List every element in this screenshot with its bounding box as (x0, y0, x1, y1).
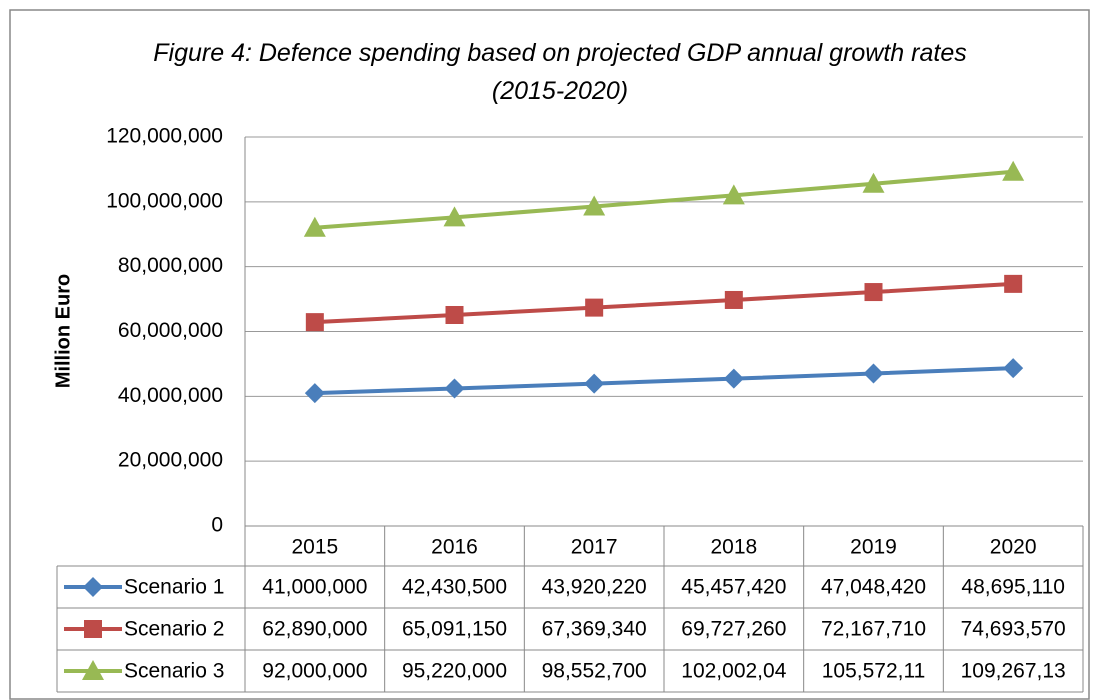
marker (1003, 358, 1024, 379)
y-tick-label: 40,000,000 (118, 384, 223, 407)
marker (583, 195, 606, 216)
table-value: 43,920,220 (542, 576, 647, 599)
marker (84, 620, 102, 638)
table-value: 72,167,710 (821, 618, 926, 641)
x-tick-label: 2018 (710, 536, 757, 559)
y-tick-label: 100,000,000 (106, 189, 223, 212)
y-tick-label: 60,000,000 (118, 319, 223, 342)
table-value: 65,091,150 (402, 618, 507, 641)
table-value: 105,572,11 (822, 660, 926, 683)
marker (584, 373, 605, 394)
table-value: 95,220,000 (402, 660, 507, 683)
x-tick-label: 2015 (291, 536, 338, 559)
x-tick-label: 2020 (990, 536, 1037, 559)
y-axis-label: Million Euro (52, 274, 74, 388)
table-value: 45,457,420 (681, 576, 786, 599)
table-value: 42,430,500 (402, 576, 507, 599)
table-value: 109,267,13 (961, 660, 1066, 683)
y-tick-label: 0 (211, 514, 223, 537)
table-value: 92,000,000 (262, 660, 367, 683)
x-tick-label: 2019 (850, 536, 897, 559)
marker (304, 383, 325, 404)
table-value: 41,000,000 (262, 576, 367, 599)
marker (1004, 274, 1023, 293)
x-tick-label: 2017 (571, 536, 618, 559)
marker (83, 577, 103, 597)
series-line (314, 366, 1014, 396)
table-value: 74,693,570 (961, 618, 1066, 641)
marker (443, 206, 466, 227)
marker (724, 290, 743, 309)
legend-label: Scenario 1 (124, 576, 224, 599)
marker (305, 313, 324, 332)
table-value: 69,727,260 (681, 618, 786, 641)
x-tick-label: 2016 (431, 536, 478, 559)
marker (723, 368, 744, 389)
chart-border (9, 9, 1090, 700)
marker (445, 305, 464, 324)
table-value: 102,002,04 (681, 660, 786, 683)
series-line (314, 169, 1014, 230)
marker (82, 660, 104, 680)
y-tick-label: 80,000,000 (118, 254, 223, 277)
y-tick-label: 120,000,000 (106, 125, 223, 148)
table-value: 67,369,340 (542, 618, 647, 641)
chart-title: Figure 4: Defence spending based on proj… (153, 39, 967, 105)
marker (863, 363, 884, 384)
marker (864, 283, 883, 302)
table-value: 48,695,110 (961, 576, 1065, 599)
marker (444, 378, 465, 399)
legend-label: Scenario 3 (124, 660, 224, 683)
marker (862, 172, 885, 193)
table-value: 98,552,700 (542, 660, 647, 683)
marker (1002, 160, 1025, 181)
table-value: 47,048,420 (821, 576, 926, 599)
legend-label: Scenario 2 (124, 618, 224, 641)
y-tick-label: 20,000,000 (118, 449, 223, 472)
table-value: 62,890,000 (262, 618, 367, 641)
marker (722, 184, 745, 205)
marker (303, 216, 326, 237)
marker (585, 298, 604, 317)
series-line (314, 281, 1014, 325)
